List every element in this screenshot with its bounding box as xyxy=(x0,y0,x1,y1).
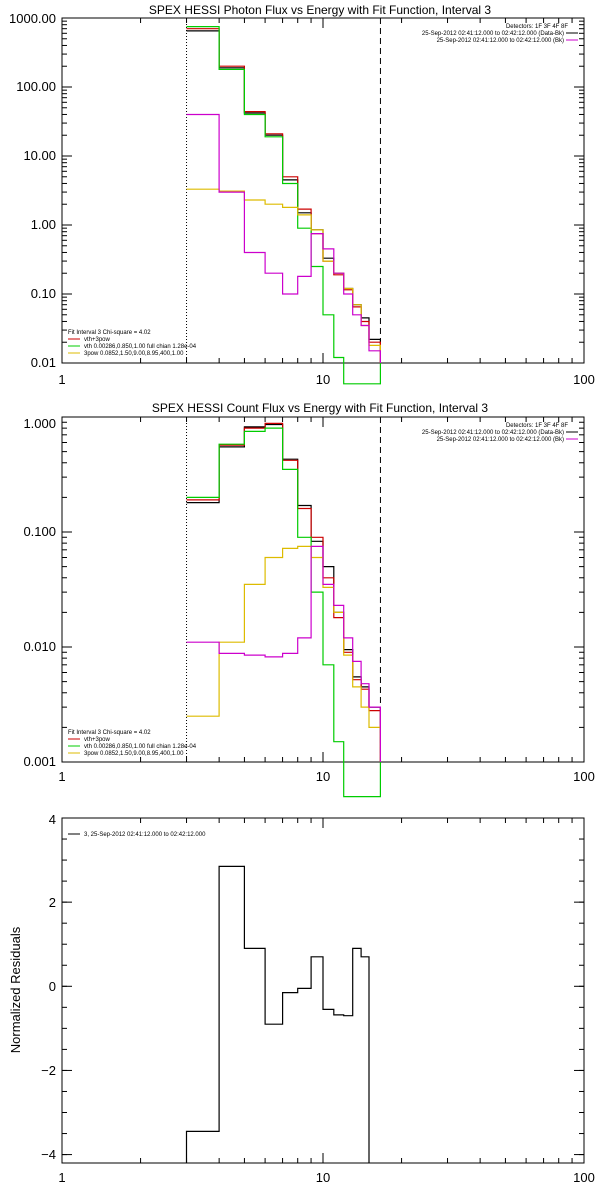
count-flux-title: SPEX HESSI Count Flux vs Energy with Fit… xyxy=(152,401,488,415)
photon-flux-fit-total-label: vth+3pow xyxy=(84,337,111,343)
count-flux-series-vth-3pow xyxy=(186,422,381,762)
count-flux-ytick-label-2: 0.100 xyxy=(23,524,56,539)
residuals-ticks xyxy=(61,817,585,1163)
count-flux-detectors-label: Detectors: 1F 3F 4F 8F xyxy=(506,423,568,429)
residuals-ytick-label-4: 4 xyxy=(49,812,56,827)
count-flux-series-bk xyxy=(186,545,381,762)
count-flux-ticks xyxy=(61,416,585,763)
residuals-xtick-label-0: 1 xyxy=(58,1170,65,1185)
residuals-xtick-label-2: 100 xyxy=(573,1170,595,1185)
residuals-panel: −4 −2 0 2 4 1 10 100 Normalized Residual… xyxy=(8,812,595,1185)
photon-flux-range-lines xyxy=(186,18,381,363)
count-flux-series-data-bk xyxy=(186,423,381,762)
count-flux-fit-3pow-label: 3pow 0.0852,1.50,9.00,8.95,400,1.00 xyxy=(84,751,184,757)
photon-flux-ytick-label-3: 10.00 xyxy=(23,148,56,163)
residuals-series-group xyxy=(185,865,370,1163)
photon-flux-series-data-bk xyxy=(186,30,381,363)
residuals-legend-label: 3, 25-Sep-2012 02:41:12.000 to 02:42:12.… xyxy=(84,832,206,838)
photon-flux-fit-3pow-label: 3pow 0.0852,1.50,9.00,8.95,400,1.00 xyxy=(84,351,184,357)
photon-flux-ytick-label-0: 0.01 xyxy=(31,355,56,370)
photon-flux-fit-legend: Fit Interval 3 Chi-square = 4.02 vth+3po… xyxy=(68,330,197,357)
photon-flux-legend-bk: 25-Sep-2012 02:41:12.000 to 02:42:12.000… xyxy=(437,38,564,44)
photon-flux-xtick-label-2: 100 xyxy=(573,372,595,387)
residuals-legend: 3, 25-Sep-2012 02:41:12.000 to 02:42:12.… xyxy=(68,832,206,838)
photon-flux-top-legend: Detectors: 1F 3F 4F 8F 25-Sep-2012 02:41… xyxy=(422,24,578,44)
count-flux-fit-interval-label: Fit Interval 3 Chi-square = 4.02 xyxy=(68,730,151,736)
residuals-series-3-25-sep-2012-02-41-12-000-to- xyxy=(185,865,370,1163)
photon-flux-series-3pow xyxy=(186,188,381,363)
residuals-ytick-label-1: −2 xyxy=(41,1063,56,1078)
count-flux-series-group xyxy=(186,422,381,798)
photon-flux-series-bk xyxy=(186,113,381,363)
count-flux-fit-legend: Fit Interval 3 Chi-square = 4.02 vth+3po… xyxy=(68,730,197,757)
count-flux-xtick-label-2: 100 xyxy=(573,769,595,784)
photon-flux-title: SPEX HESSI Photon Flux vs Energy with Fi… xyxy=(149,3,491,17)
count-flux-ytick-label-0: 0.001 xyxy=(23,754,56,769)
count-flux-series-3pow xyxy=(186,545,381,762)
photon-flux-legend-data: 25-Sep-2012 02:41:12.000 to 02:42:12.000… xyxy=(422,31,564,37)
photon-flux-series-vth-3pow xyxy=(186,28,381,363)
photon-flux-ticks xyxy=(61,17,585,364)
count-flux-ytick-label-3: 1.000 xyxy=(23,416,56,431)
photon-flux-panel: SPEX HESSI Photon Flux vs Energy with Fi… xyxy=(9,3,595,387)
photon-flux-detectors-label: Detectors: 1F 3F 4F 8F xyxy=(506,24,568,30)
residuals-ylabel: Normalized Residuals xyxy=(8,926,23,1053)
photon-flux-fit-vth-label: vth 0.00286,0.850,1.00 full chian 1.28e-… xyxy=(84,344,197,350)
count-flux-range-lines xyxy=(186,417,381,762)
count-flux-xtick-label-0: 1 xyxy=(58,769,65,784)
count-flux-legend-bk: 25-Sep-2012 02:41:12.000 to 02:42:12.000… xyxy=(437,437,564,443)
photon-flux-ytick-label-4: 100.00 xyxy=(16,79,56,94)
photon-flux-series-vth xyxy=(186,26,381,385)
count-flux-fit-vth-label: vth 0.00286,0.850,1.00 full chian 1.28e-… xyxy=(84,744,197,750)
residuals-ytick-label-0: −4 xyxy=(41,1147,56,1162)
photon-flux-ytick-label-1: 0.10 xyxy=(31,286,56,301)
residuals-ytick-label-3: 2 xyxy=(49,895,56,910)
photon-flux-ytick-label-2: 1.00 xyxy=(31,217,56,232)
photon-flux-xtick-label-1: 10 xyxy=(316,372,330,387)
photon-flux-xtick-label-0: 1 xyxy=(58,372,65,387)
count-flux-plot-frame xyxy=(61,416,585,763)
count-flux-legend-data: 25-Sep-2012 02:41:12.000 to 02:42:12.000… xyxy=(422,430,564,436)
count-flux-fit-total-label: vth+3pow xyxy=(84,737,111,743)
photon-flux-fit-interval-label: Fit Interval 3 Chi-square = 4.02 xyxy=(68,330,151,336)
count-flux-ytick-label-1: 0.010 xyxy=(23,639,56,654)
count-flux-top-legend: Detectors: 1F 3F 4F 8F 25-Sep-2012 02:41… xyxy=(422,423,578,443)
residuals-ytick-label-2: 0 xyxy=(49,979,56,994)
count-flux-series-vth xyxy=(186,427,381,798)
photon-flux-ytick-label-5: 1000.00 xyxy=(9,11,56,26)
count-flux-panel: SPEX HESSI Count Flux vs Energy with Fit… xyxy=(23,401,595,798)
residuals-xtick-label-1: 10 xyxy=(316,1170,330,1185)
count-flux-xtick-label-1: 10 xyxy=(316,769,330,784)
photon-flux-series-group xyxy=(186,26,381,385)
